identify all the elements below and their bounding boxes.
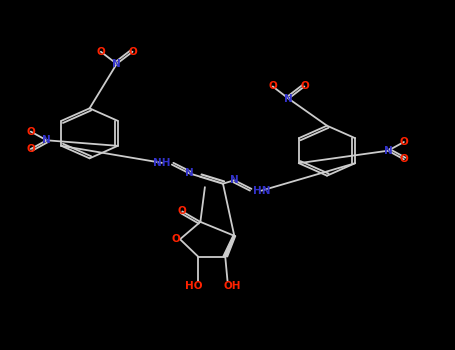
Text: O: O: [26, 144, 35, 154]
Text: O: O: [96, 47, 105, 57]
Text: O: O: [399, 154, 408, 164]
Text: O: O: [300, 82, 309, 91]
Text: N: N: [230, 175, 239, 185]
Text: O: O: [171, 234, 180, 244]
Text: N: N: [284, 93, 293, 104]
Text: N: N: [384, 146, 392, 156]
Text: HN: HN: [253, 186, 270, 196]
Text: N: N: [42, 135, 51, 145]
Text: OH: OH: [223, 281, 241, 291]
Polygon shape: [223, 236, 236, 257]
Text: O: O: [399, 137, 408, 147]
Text: O: O: [178, 206, 187, 216]
Text: NH: NH: [153, 158, 171, 168]
Text: HO: HO: [185, 281, 202, 291]
Text: N: N: [185, 168, 193, 178]
Text: O: O: [128, 47, 137, 57]
Text: N: N: [112, 59, 121, 69]
Text: O: O: [268, 82, 277, 91]
Text: O: O: [26, 127, 35, 136]
